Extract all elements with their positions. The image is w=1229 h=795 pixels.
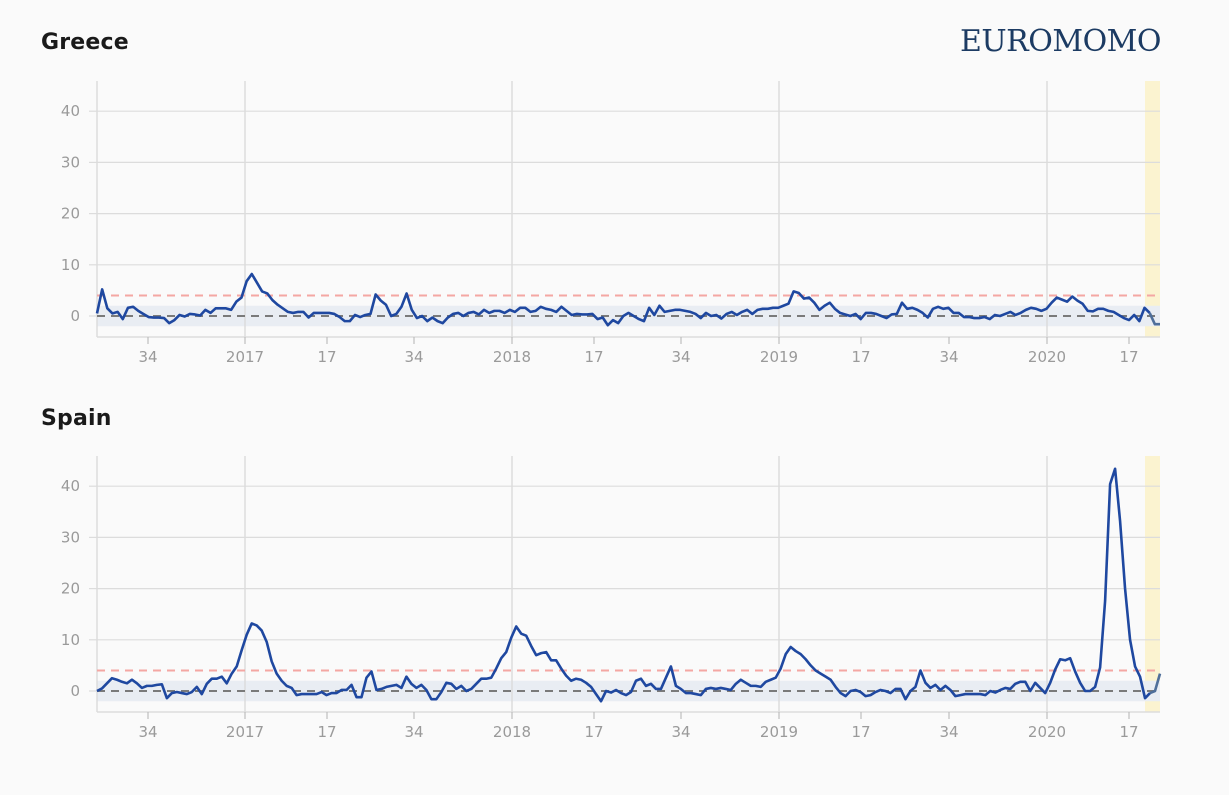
chart-title-greece: Greece [41, 30, 129, 55]
y-tick-label: 30 [61, 528, 80, 546]
x-tick-label: 34 [138, 348, 157, 366]
excess-mortality-line [95, 272, 1151, 327]
recent-weeks-highlight [1145, 81, 1160, 337]
x-tick-label: 17 [1119, 723, 1138, 741]
x-tick-label: 34 [404, 348, 423, 366]
excess-mortality-line [96, 467, 1151, 703]
x-tick-label: 2018 [493, 348, 531, 366]
x-tick-label: 17 [317, 348, 336, 366]
y-tick-label: 40 [61, 477, 80, 495]
x-tick-label: 17 [851, 348, 870, 366]
y-tick-label: 20 [61, 205, 80, 223]
x-tick-label: 2019 [760, 348, 798, 366]
spain-chart: 0 10 20 30 40 34 2017 17 34 2018 17 34 2019 17 34 2020 1… [61, 456, 1162, 741]
x-tick-label: 34 [939, 723, 958, 741]
x-tick-label: 17 [584, 723, 603, 741]
euromomo-logo: EUROMOMO [960, 24, 1162, 59]
x-tick-label: 34 [138, 723, 157, 741]
x-tick-label: 2020 [1028, 723, 1066, 741]
greece-chart: 0 10 20 30 40 34 2017 17 34 2018 17 34 2019 17 34 2020 1… [61, 81, 1160, 366]
x-tick-label: 34 [939, 348, 958, 366]
x-tick-label: 2017 [226, 348, 264, 366]
x-tick-label: 2018 [493, 723, 531, 741]
x-tick-label: 17 [851, 723, 870, 741]
y-tick-label: 40 [61, 102, 80, 120]
y-tick-label: 20 [61, 580, 80, 598]
y-tick-label: 0 [70, 682, 80, 700]
x-tick-label: 34 [671, 348, 690, 366]
x-tick-label: 17 [584, 348, 603, 366]
x-tick-label: 2017 [226, 723, 264, 741]
x-tick-label: 34 [404, 723, 423, 741]
baseline-band [97, 305, 1160, 327]
x-tick-label: 2020 [1028, 348, 1066, 366]
recent-estimate-line [1149, 673, 1162, 695]
x-tick-label: 2019 [760, 723, 798, 741]
x-tick-label: 34 [671, 723, 690, 741]
y-tick-label: 30 [61, 153, 80, 171]
y-tick-label: 0 [70, 307, 80, 325]
y-tick-label: 10 [61, 256, 80, 274]
x-tick-label: 17 [317, 723, 336, 741]
x-tick-label: 17 [1119, 348, 1138, 366]
chart-title-spain: Spain [41, 406, 112, 431]
y-tick-label: 10 [61, 631, 80, 649]
recent-estimate-line [1148, 312, 1160, 326]
recent-weeks-highlight [1145, 456, 1160, 712]
